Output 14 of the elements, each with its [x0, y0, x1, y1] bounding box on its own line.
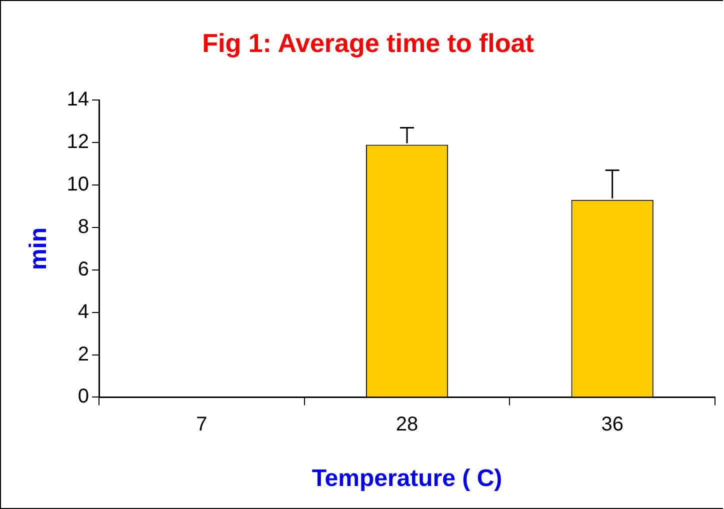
x-tick-label: 28 — [396, 414, 418, 436]
y-tick-label: 10 — [66, 174, 90, 196]
y-tick-label: 12 — [66, 131, 90, 154]
y-tick-label: 6 — [78, 258, 90, 280]
x-axis-title: Temperature ( C) — [312, 465, 502, 492]
y-tick-label: 4 — [78, 300, 90, 323]
y-tick-label: 8 — [78, 216, 90, 238]
x-tick-label: 36 — [601, 414, 624, 436]
x-tick-label: 7 — [196, 414, 208, 436]
chart-title: Fig 1: Average time to float — [202, 28, 534, 58]
y-tick-label: 2 — [78, 343, 90, 366]
y-axis-title: min — [25, 227, 52, 270]
y-tick-label: 14 — [66, 88, 90, 111]
y-tick-label: 0 — [78, 386, 90, 408]
